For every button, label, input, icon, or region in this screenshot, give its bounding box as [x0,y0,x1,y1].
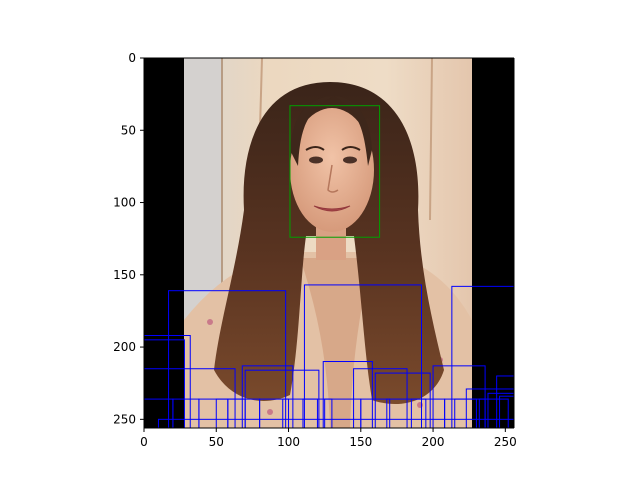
portrait-photo [184,58,472,428]
face-box [289,105,381,238]
y-axis: 0 50 100 150 200 250 [113,51,144,426]
y-tick-label: 250 [113,412,136,426]
detection-box [478,398,509,428]
x-tick-label: 200 [422,435,445,449]
y-tick-label: 50 [121,123,136,137]
x-tick-label: 0 [140,435,148,449]
x-tick-label: 100 [277,435,300,449]
detection-box [144,335,191,428]
detection-box [241,365,294,428]
detection-box [487,392,514,428]
detection-boxes [144,105,514,428]
detection-box [144,368,236,428]
face-shape [290,108,374,232]
detection-box [386,398,427,428]
detection-box [157,418,514,428]
detection-box [322,361,373,428]
detection-box [303,284,422,428]
detection-box [168,290,287,428]
detection-box [259,398,290,428]
detection-box [465,388,514,428]
y-tick-label: 0 [128,51,136,65]
axes-frame [143,57,515,429]
detection-box [496,375,514,428]
detection-box [353,368,408,428]
y-tick-label: 100 [113,196,136,210]
x-tick-label: 50 [209,435,224,449]
hair-shape [214,82,444,405]
image-layer [144,58,514,428]
y-tick-label: 200 [113,340,136,354]
detection-box [302,398,333,428]
detection-box [432,365,486,428]
detection-box [374,372,431,428]
x-axis: 0 50 100 150 200 250 [140,428,517,449]
detection-box [499,395,514,428]
x-tick-label: 250 [494,435,517,449]
y-tick-label: 150 [113,268,136,282]
detection-box [144,339,185,428]
x-tick-label: 150 [349,435,372,449]
detection-box [454,398,486,428]
detection-box [282,398,318,428]
detection-box [451,285,514,428]
detection-box [360,398,391,428]
